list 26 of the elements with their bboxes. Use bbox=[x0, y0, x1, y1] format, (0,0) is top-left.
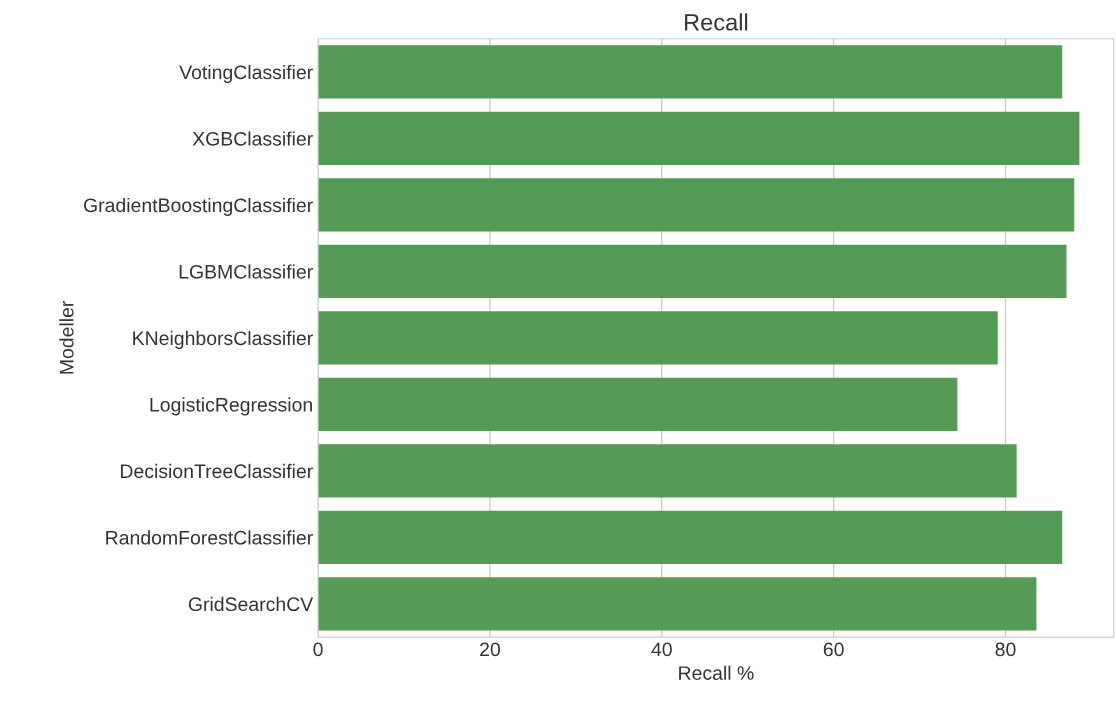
y-tick-label: GridSearchCV bbox=[188, 596, 314, 612]
bar bbox=[318, 178, 1075, 232]
y-tick-label: LogisticRegression bbox=[150, 397, 312, 416]
bar bbox=[318, 111, 1080, 166]
y-tick-label: GradientBoostingClassifier bbox=[83, 197, 313, 217]
bar bbox=[318, 510, 1063, 564]
chart-title: Recall bbox=[685, 13, 748, 31]
bar bbox=[318, 45, 1063, 99]
bar bbox=[318, 577, 1037, 631]
y-tick-label: XGBClassifier bbox=[192, 131, 313, 146]
y-tick-label: VotingClassifier bbox=[179, 64, 313, 84]
bar bbox=[318, 444, 1017, 498]
y-tick-label: RandomForestClassifier bbox=[106, 530, 313, 545]
y-tick-label: KNeighborsClassifier bbox=[133, 330, 313, 349]
x-tick-label: 80 bbox=[995, 642, 1016, 657]
y-axis-title: Modeller bbox=[59, 300, 74, 374]
x-tick-label: 20 bbox=[480, 642, 500, 657]
x-tick-label: 40 bbox=[651, 642, 672, 657]
bar bbox=[318, 244, 1067, 299]
x-tick-label: 60 bbox=[823, 642, 844, 657]
bar bbox=[318, 377, 958, 431]
x-tick-label: 0 bbox=[313, 642, 323, 657]
x-axis-title: Recall % bbox=[679, 665, 754, 680]
y-tick-label: LGBMClassifier bbox=[179, 264, 313, 279]
bar bbox=[318, 311, 998, 365]
y-tick-label: DecisionTreeClassifier bbox=[121, 463, 313, 479]
